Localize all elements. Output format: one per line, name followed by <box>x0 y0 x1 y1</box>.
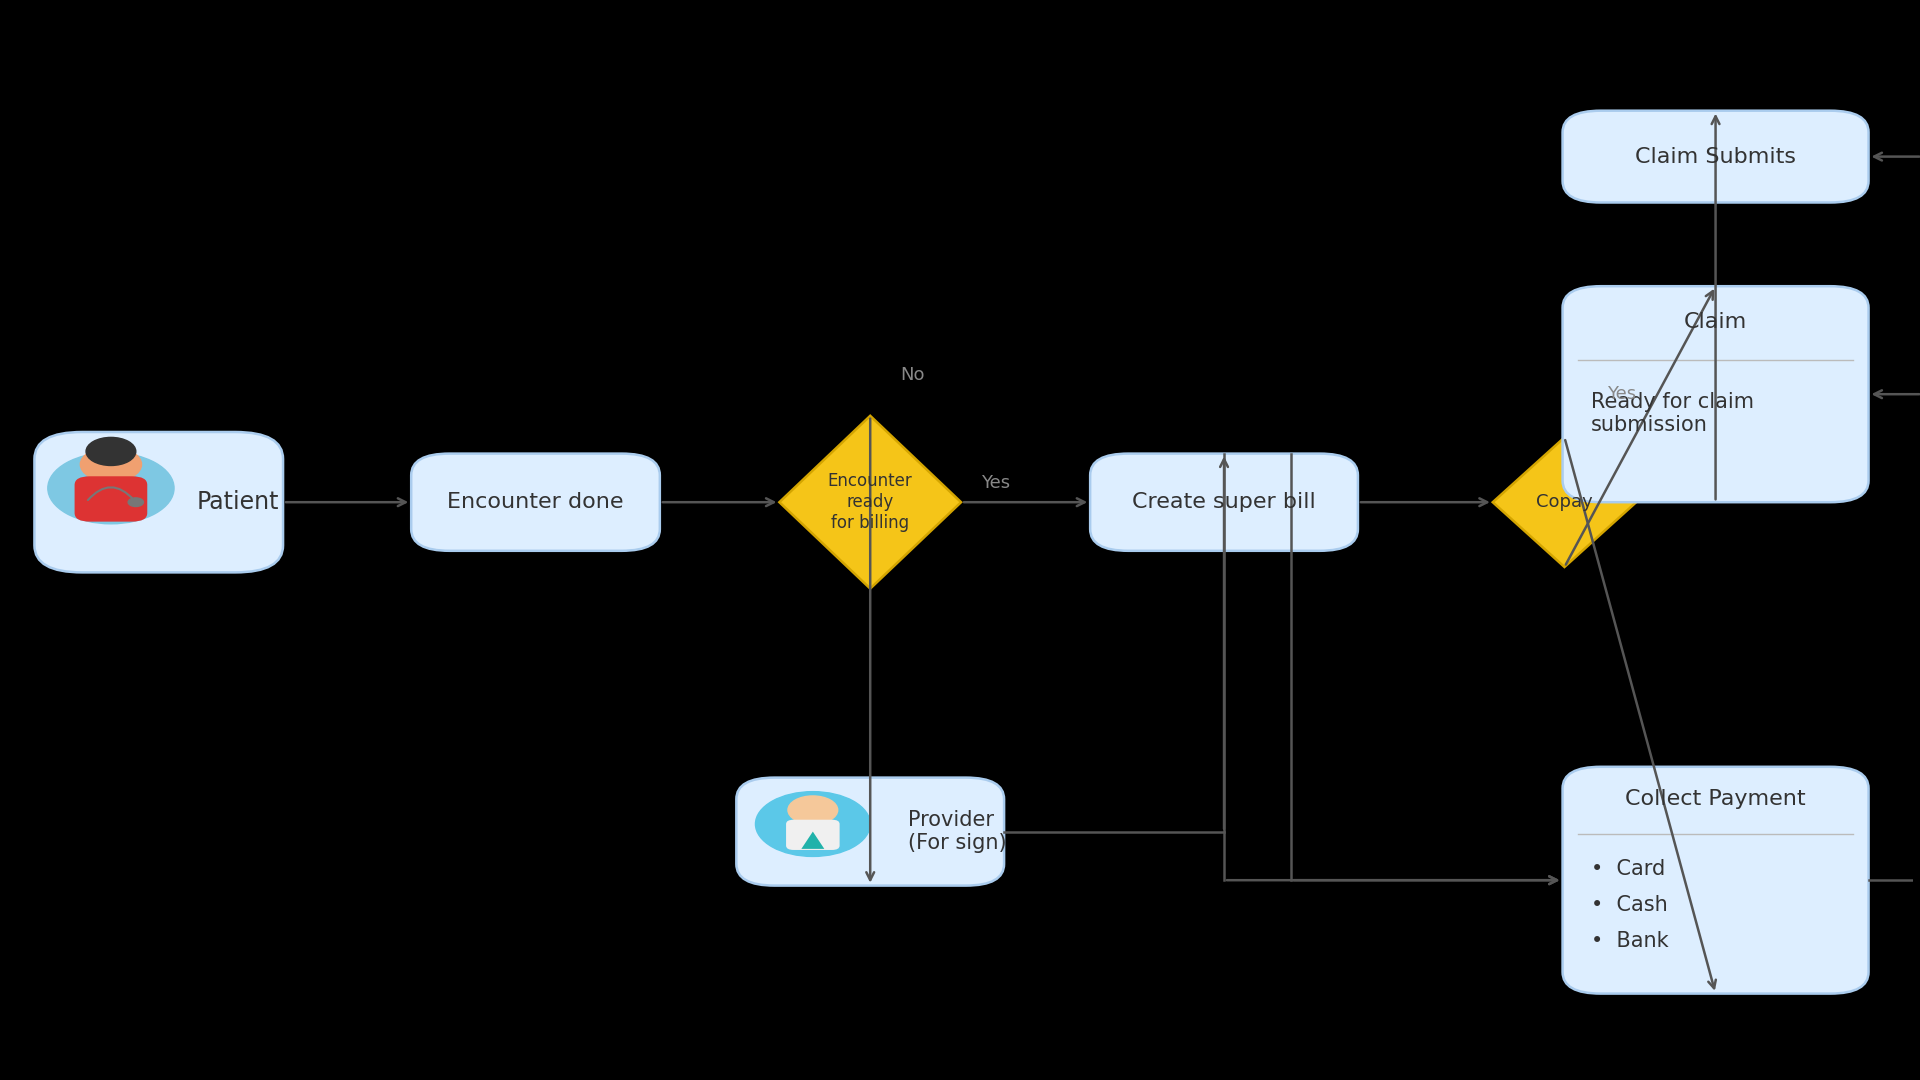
Circle shape <box>787 796 837 824</box>
Text: •  Cash: • Cash <box>1592 895 1668 915</box>
Polygon shape <box>801 832 824 849</box>
Circle shape <box>81 447 142 482</box>
FancyBboxPatch shape <box>785 820 839 850</box>
Circle shape <box>86 437 136 465</box>
Text: Ready for claim
submission: Ready for claim submission <box>1592 392 1755 435</box>
Text: Patient: Patient <box>198 490 280 514</box>
Text: Provider
(For sign): Provider (For sign) <box>908 810 1008 853</box>
Text: Yes: Yes <box>1607 386 1636 403</box>
Polygon shape <box>1492 437 1636 567</box>
Text: Create super bill: Create super bill <box>1133 492 1315 512</box>
Circle shape <box>48 453 175 524</box>
FancyBboxPatch shape <box>737 778 1004 886</box>
FancyBboxPatch shape <box>1091 454 1357 551</box>
Text: •  Bank: • Bank <box>1592 931 1668 950</box>
FancyBboxPatch shape <box>1563 111 1868 203</box>
FancyBboxPatch shape <box>1563 767 1868 994</box>
FancyBboxPatch shape <box>411 454 660 551</box>
Text: Encounter
ready
for billing: Encounter ready for billing <box>828 472 912 532</box>
Circle shape <box>129 498 144 507</box>
FancyBboxPatch shape <box>1563 286 1868 502</box>
Circle shape <box>755 792 870 856</box>
FancyBboxPatch shape <box>75 476 148 522</box>
Text: Collect Payment: Collect Payment <box>1624 789 1807 809</box>
Text: Copay: Copay <box>1536 494 1594 511</box>
FancyBboxPatch shape <box>35 432 282 572</box>
Text: •  Card: • Card <box>1592 860 1665 879</box>
Text: No: No <box>900 366 925 383</box>
Polygon shape <box>780 416 962 589</box>
Text: Encounter done: Encounter done <box>447 492 624 512</box>
Text: Claim: Claim <box>1684 312 1747 332</box>
Text: Yes: Yes <box>981 474 1010 491</box>
Text: Claim Submits: Claim Submits <box>1636 147 1795 166</box>
